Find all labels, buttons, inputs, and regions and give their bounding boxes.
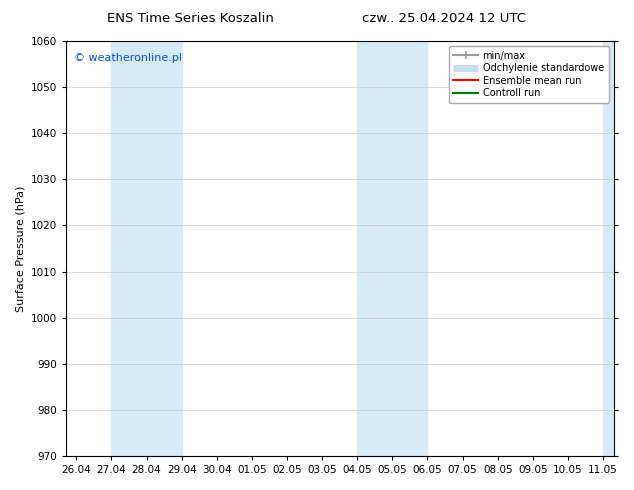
Bar bbox=[358, 41, 427, 456]
Text: ENS Time Series Koszalin: ENS Time Series Koszalin bbox=[107, 12, 274, 25]
Y-axis label: Surface Pressure (hPa): Surface Pressure (hPa) bbox=[15, 185, 25, 312]
Bar bbox=[603, 41, 628, 456]
Text: © weatheronline.pl: © weatheronline.pl bbox=[74, 53, 182, 64]
Legend: min/max, Odchylenie standardowe, Ensemble mean run, Controll run: min/max, Odchylenie standardowe, Ensembl… bbox=[449, 46, 609, 103]
Text: czw.. 25.04.2024 12 UTC: czw.. 25.04.2024 12 UTC bbox=[362, 12, 526, 25]
Bar bbox=[112, 41, 182, 456]
